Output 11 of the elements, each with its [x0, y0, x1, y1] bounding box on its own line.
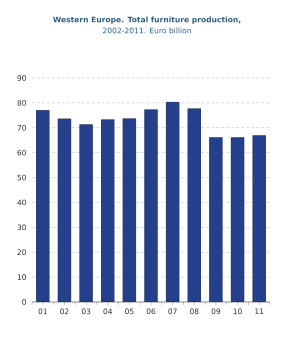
bar: [36, 110, 50, 302]
bar: [209, 137, 223, 302]
bar: [230, 137, 244, 302]
bar: [252, 135, 266, 302]
bar: [101, 119, 114, 302]
bar: [122, 118, 136, 302]
bar: [58, 118, 72, 302]
bar: [188, 108, 201, 302]
bar: [166, 102, 180, 302]
bar: [144, 109, 158, 302]
bar: [79, 124, 93, 302]
